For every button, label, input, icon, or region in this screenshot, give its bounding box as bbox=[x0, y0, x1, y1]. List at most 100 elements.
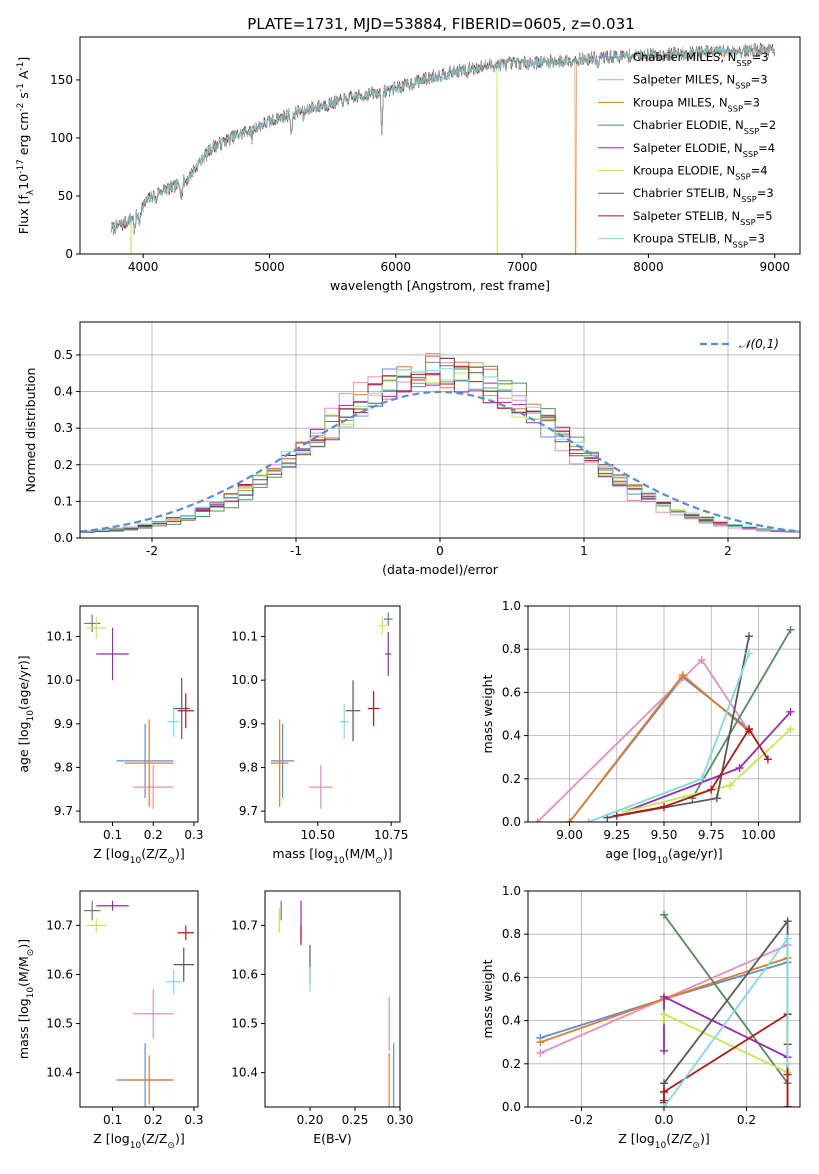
y-tick-label: 10.5 bbox=[46, 1017, 73, 1031]
errorbar-point-kroupa-miles bbox=[124, 719, 174, 807]
x-tick-label: 9.00 bbox=[556, 828, 583, 842]
weight-line-chabrier-stelib bbox=[663, 918, 789, 1107]
weight-marker bbox=[745, 649, 753, 658]
weight-marker bbox=[783, 934, 792, 943]
weight-marker bbox=[735, 764, 744, 772]
x-tick-label: 0.25 bbox=[342, 1113, 369, 1127]
weight-marker bbox=[660, 1087, 668, 1096]
y-tick-label: 50 bbox=[58, 189, 73, 203]
mass-vs-metallicity-panel: 0.1 0.2 0.3 10.4 10.5 10.6 10.7 Z [log10(Z/Z⊙)]… bbox=[16, 890, 203, 1151]
x-tick-label: 10.75 bbox=[374, 828, 408, 842]
x-tick-label: 7000 bbox=[507, 260, 538, 274]
y-axis-label: mass [log10(M/M⊙)] bbox=[16, 939, 36, 1059]
plot-area bbox=[533, 625, 795, 822]
plot-area bbox=[80, 353, 800, 538]
errorbar-point-kroupa-elodie bbox=[86, 918, 107, 933]
plot-area bbox=[84, 900, 194, 1107]
x-axis-label: age [log10(age/yr)] bbox=[605, 846, 722, 866]
errorbar-point-salpeter-stelib bbox=[177, 693, 194, 729]
plot-area bbox=[536, 910, 792, 1107]
x-tick-label: 0.3 bbox=[184, 1113, 203, 1127]
errorbar-point-kroupa-elodie bbox=[86, 616, 107, 639]
y-tick-label: 10.0 bbox=[46, 673, 73, 687]
y-tick-label: 9.8 bbox=[54, 760, 73, 774]
errorbar-point-kroupa-miles bbox=[124, 1055, 174, 1105]
y-tick-label: 0.2 bbox=[502, 772, 521, 786]
weight-marker bbox=[783, 1059, 792, 1068]
weight-marker bbox=[786, 707, 795, 716]
y-tick-label: 0.2 bbox=[54, 458, 73, 472]
legend-label: Salpeter MILES, NSSP=3 bbox=[633, 73, 768, 91]
y-tick-label: 10.7 bbox=[231, 918, 258, 932]
y-tick-label: 10.1 bbox=[46, 630, 73, 644]
x-tick-label: -0.2 bbox=[570, 1113, 593, 1127]
figure-title: PLATE=1731, MJD=53884, FIBERID=0605, z=0… bbox=[247, 15, 634, 33]
massweight-vs-metallicity-panel: -0.2 0.0 0.2 0.0 0.2 0.4 0.6 0.8 1.0 Z [log10(Z/Z… bbox=[480, 884, 801, 1151]
y-tick-label: 10.7 bbox=[46, 918, 73, 932]
y-tick-label: 0 bbox=[65, 247, 73, 261]
x-tick-label: 6000 bbox=[381, 260, 412, 274]
weight-marker bbox=[536, 1049, 545, 1057]
axes-frame bbox=[264, 605, 401, 823]
y-tick-label: 0.5 bbox=[54, 348, 73, 362]
legend-label: Salpeter STELIB, NSSP=5 bbox=[633, 209, 773, 227]
x-tick-label: 4000 bbox=[128, 260, 159, 274]
weight-marker bbox=[726, 781, 735, 790]
errorbar-point-chabrier-miles bbox=[270, 723, 295, 798]
x-axis-label: (data-model)/error bbox=[382, 562, 499, 577]
errorbar-point-chabrier-elodie bbox=[84, 614, 101, 633]
weight-line-chabrier-elodie bbox=[663, 914, 789, 1084]
x-tick-label: 9.25 bbox=[603, 828, 630, 842]
weight-line-kroupa-stelib bbox=[588, 653, 750, 822]
y-axis-label: mass weight bbox=[480, 674, 495, 753]
weight-marker bbox=[533, 818, 542, 822]
weight-marker bbox=[612, 811, 621, 820]
legend-label: Salpeter ELODIE, NSSP=4 bbox=[633, 141, 775, 159]
residual-histogram-panel: -2 -1 0 1 2 0.0 0.1 0.2 0.3 0.4 0.5 (data-model)/er… bbox=[23, 321, 801, 577]
weight-marker bbox=[707, 785, 716, 794]
x-axis-label: Z [log10(Z/Z⊙)] bbox=[93, 1131, 184, 1151]
x-tick-label: 9000 bbox=[759, 260, 790, 274]
x-tick-label: 0.2 bbox=[144, 1113, 163, 1127]
x-tick-label: 2 bbox=[724, 544, 732, 558]
legend-label: Chabrier ELODIE, NSSP=2 bbox=[633, 118, 776, 136]
weight-marker bbox=[660, 1046, 668, 1055]
weight-marker bbox=[712, 794, 721, 803]
legend-label: Kroupa STELIB, NSSP=3 bbox=[633, 232, 765, 250]
axes-frame bbox=[79, 890, 199, 1108]
x-tick-label: 0 bbox=[436, 544, 444, 558]
y-tick-label: 0.0 bbox=[54, 531, 73, 545]
legend-label: Kroupa MILES, NSSP=3 bbox=[633, 95, 760, 113]
y-tick-label: 0.3 bbox=[54, 421, 73, 435]
mass-vs-ebv-panel: 0.20 0.25 0.30 10.4 10.5 10.6 10.7 E(B-V) bbox=[231, 890, 413, 1146]
weight-marker bbox=[660, 1103, 668, 1107]
plot-area bbox=[84, 614, 194, 809]
errorbar-point-chabrier-stelib bbox=[345, 680, 361, 742]
y-tick-label: 0.2 bbox=[502, 1057, 521, 1071]
x-tick-label: 5000 bbox=[254, 260, 285, 274]
y-tick-label: 10.6 bbox=[231, 967, 258, 981]
errorbar-point-chabrier-stelib bbox=[173, 947, 194, 982]
errorbar-point-kroupa-stelib bbox=[165, 969, 182, 995]
weight-marker bbox=[697, 774, 706, 783]
weight-marker bbox=[783, 1103, 792, 1107]
spectrum-panel: 4000 5000 6000 7000 8000 9000 0 50 100 150 wavelen… bbox=[16, 36, 801, 293]
weight-marker bbox=[565, 818, 574, 822]
plot-area bbox=[278, 900, 395, 1107]
x-tick-label: 0.2 bbox=[737, 1113, 756, 1127]
weight-marker bbox=[678, 671, 687, 680]
weight-marker bbox=[584, 818, 593, 822]
y-tick-label: 10.0 bbox=[231, 673, 258, 687]
weight-marker bbox=[786, 625, 795, 634]
massweight-vs-age-panel: 9.00 9.25 9.50 9.75 10.00 0.0 0.2 0.4 0.6 0.8 1.0 a… bbox=[480, 599, 801, 866]
x-axis-label: E(B-V) bbox=[313, 1131, 352, 1146]
x-axis-label: mass [log10(M/M⊙)] bbox=[272, 846, 392, 866]
x-tick-label: 0.2 bbox=[144, 828, 163, 842]
legend-label: 𝒩(0,1) bbox=[739, 337, 779, 351]
y-tick-label: 9.9 bbox=[239, 717, 258, 731]
y-tick-label: 10.1 bbox=[231, 630, 258, 644]
y-axis-label: age [log10(age/yr)] bbox=[16, 655, 36, 772]
y-tick-label: 100 bbox=[50, 131, 73, 145]
x-tick-label: 0.1 bbox=[103, 828, 122, 842]
weight-line-salpeter-elodie bbox=[663, 995, 789, 1107]
